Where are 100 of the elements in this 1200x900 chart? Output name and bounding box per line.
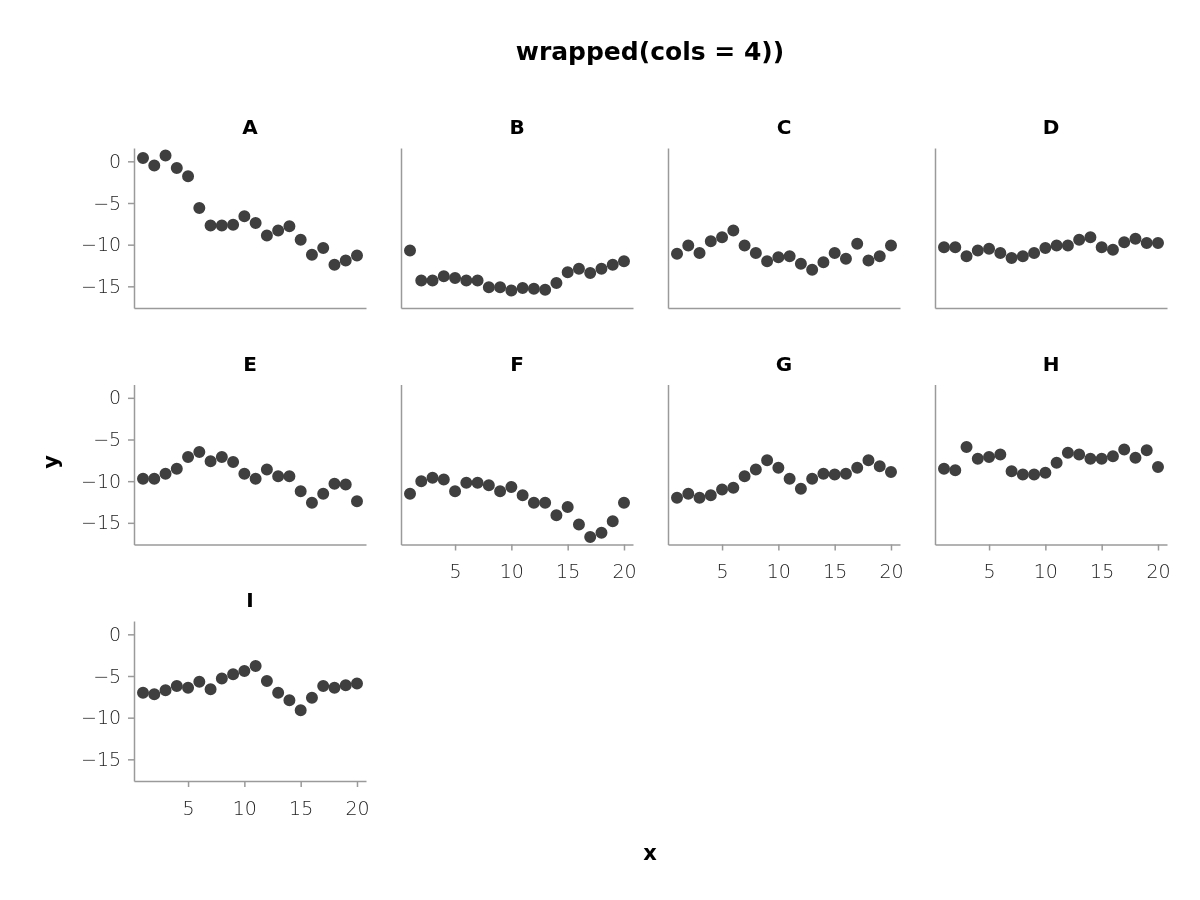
point [328,477,341,490]
y-tick-label: 0 [109,622,122,645]
y-tick-label: −10 [81,233,122,256]
y-tick-label: −15 [81,274,122,297]
y-tick-label: −10 [81,469,122,492]
point [449,272,462,284]
x-tick-label: 20 [345,796,370,819]
y-tick-label: 0 [109,386,122,409]
x-tick-label: 5 [716,560,729,583]
point [817,467,830,480]
point [204,219,217,232]
text: y [39,454,63,469]
point [227,456,240,468]
point [137,472,150,485]
text: wrapped(cols = 4)) [515,37,785,66]
point [460,274,473,287]
point [339,478,352,491]
point [339,254,352,267]
point [704,489,717,502]
point [1028,468,1041,481]
point [182,170,195,183]
point [1084,452,1097,465]
point [806,263,819,276]
point [828,468,841,481]
chart-title: E [243,351,257,376]
point [170,680,183,692]
point [994,448,1007,461]
point [328,681,341,694]
point [159,149,172,162]
point [873,250,886,263]
point [862,254,875,267]
point [783,250,796,263]
point [749,463,762,476]
point [561,501,574,513]
point [584,267,597,279]
point [426,274,439,287]
point [561,266,574,279]
point [350,495,363,508]
point [716,231,729,244]
point [1129,232,1142,245]
y-tick-label: −5 [93,664,122,687]
point [539,283,552,296]
point [215,672,228,685]
x-tick-label: 20 [612,560,637,583]
point [1118,443,1131,456]
point [415,274,428,287]
point [595,262,608,275]
point [516,489,529,502]
point [1140,444,1153,457]
x-tick-label: 5 [449,560,462,583]
point [806,472,819,485]
point [227,668,240,681]
y-tick-label: −5 [93,191,122,214]
point [693,247,706,259]
chart-title: B [509,115,525,139]
point [716,483,729,496]
point [339,679,352,692]
point [783,472,796,485]
point [761,255,774,268]
chart-title: F [510,351,524,376]
point [482,281,495,294]
point [437,270,450,283]
point [606,515,619,528]
chart-title: H [1042,351,1060,376]
point [260,675,273,687]
point [949,241,962,254]
point [471,274,484,287]
point [682,239,695,252]
point [949,464,962,477]
point [238,210,251,223]
point [449,485,462,498]
point [550,509,563,522]
point [727,224,740,237]
point [170,162,183,174]
chart-title: A [242,115,259,139]
point [1016,468,1029,481]
point [1005,465,1018,478]
point [272,686,285,699]
point [317,242,330,254]
x-tick-label: 15 [823,560,848,583]
point [283,694,296,707]
y-tick-label: −15 [81,747,122,770]
point [539,496,552,509]
point [148,688,161,701]
chart-title: G [775,351,793,376]
point [238,467,251,480]
point [1140,237,1153,249]
point [828,247,841,259]
point [682,487,695,500]
point [794,482,807,495]
x-tick-label: 15 [556,560,581,583]
point [960,250,973,263]
point [137,152,150,164]
point [148,472,161,485]
point [494,281,507,294]
point [772,251,785,264]
point [749,247,762,259]
point [527,282,540,295]
point [227,218,240,231]
point [272,470,285,483]
